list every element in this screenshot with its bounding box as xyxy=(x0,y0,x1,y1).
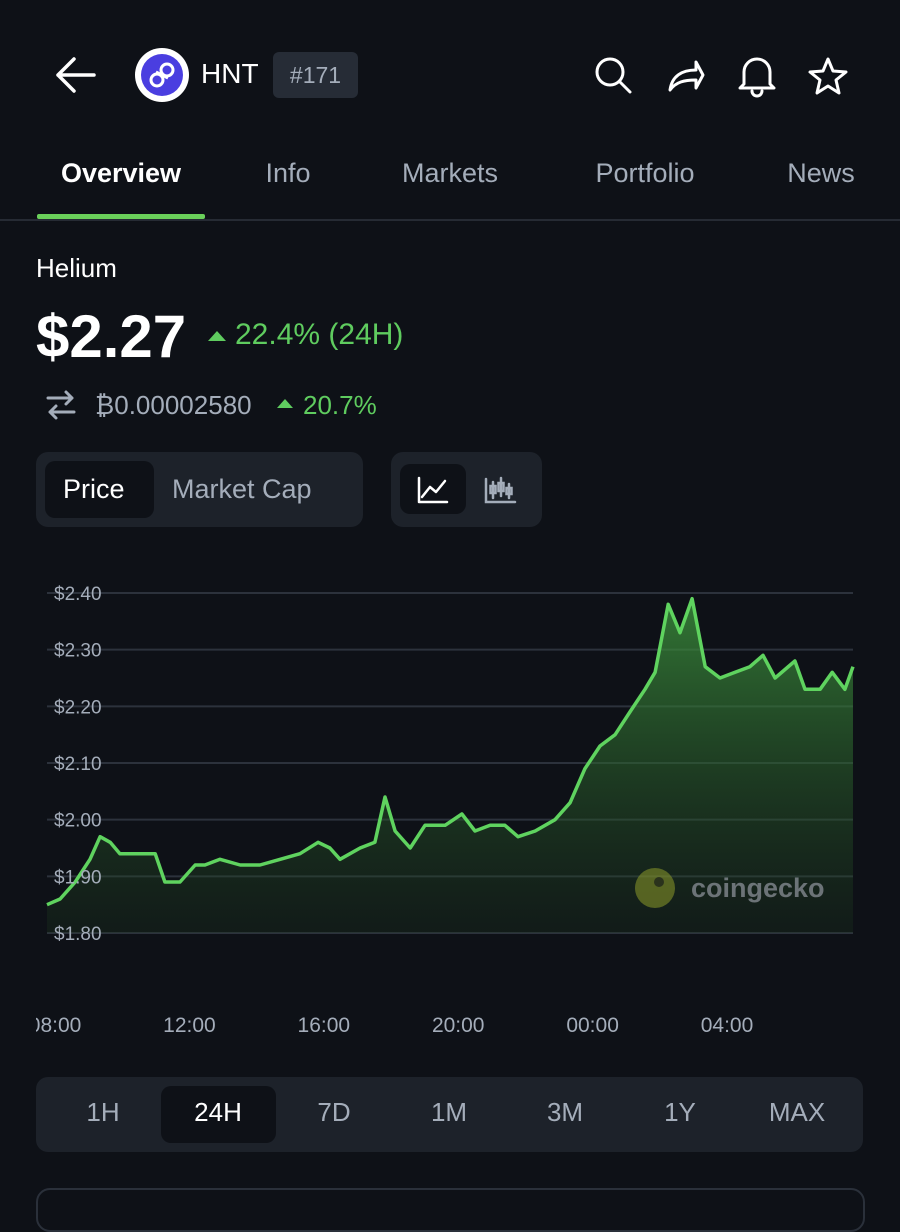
share-icon[interactable] xyxy=(668,60,705,92)
watermark-logo-eye xyxy=(654,877,664,887)
tab[interactable]: Markets xyxy=(401,158,499,188)
x-tick-label: 04:00 xyxy=(701,1014,754,1037)
time-range[interactable]: 1Y xyxy=(664,1097,696,1127)
btc-change: 20.7% xyxy=(303,390,377,420)
y-tick-label: $2.10 xyxy=(54,754,102,775)
up-arrow xyxy=(277,399,293,408)
swap-icon xyxy=(46,390,76,420)
x-tick-label: 00:00 xyxy=(566,1014,619,1037)
time-range[interactable]: 3M xyxy=(546,1097,584,1127)
rank-badge xyxy=(273,52,358,98)
tab[interactable]: News xyxy=(787,158,855,188)
page: HNT #171 Overview Info Markets Portfolio New… xyxy=(0,48,900,1232)
header-icons xyxy=(56,48,848,102)
watermark: coingecko xyxy=(691,873,825,903)
coin-name: Helium xyxy=(36,253,117,283)
x-tick-label: 12:00 xyxy=(163,1014,216,1037)
tab[interactable]: Overview xyxy=(60,158,182,188)
tab[interactable]: Portfolio xyxy=(595,158,695,188)
active-toggle xyxy=(45,461,154,518)
price-change: 22.4% (24H) xyxy=(235,318,404,351)
y-tick-label: $2.00 xyxy=(54,811,102,832)
btc-price: ₿0.00002580 xyxy=(95,390,252,420)
tab[interactable]: Info xyxy=(265,158,311,188)
x-tick-label: 20:00 xyxy=(432,1014,485,1037)
back-button[interactable] xyxy=(56,57,96,93)
y-tick-label: $1.90 xyxy=(54,867,102,888)
chart-style-icons xyxy=(417,476,517,504)
coin-price: $2.27 xyxy=(36,303,187,370)
divider xyxy=(0,219,900,221)
time-range[interactable]: 7D xyxy=(317,1097,351,1127)
y-tick-label: $1.80 xyxy=(54,924,102,945)
time-range[interactable]: 24H xyxy=(194,1097,242,1127)
alert-icon[interactable] xyxy=(738,57,776,98)
up-arrow xyxy=(208,331,226,341)
price-line xyxy=(46,596,855,907)
favorite-icon[interactable] xyxy=(808,57,848,95)
y-tick-label: $2.30 xyxy=(54,641,102,662)
toggle-option[interactable]: Market Cap xyxy=(172,474,312,504)
price-area xyxy=(47,598,853,933)
coin-symbol: HNT xyxy=(201,58,259,89)
bottom-card xyxy=(36,1188,865,1232)
x-tick-label: 08:00 xyxy=(36,1014,81,1037)
active-tab-indicator xyxy=(37,214,205,219)
price-chart: $2.40 $2.30 $2.20 $2.10 $2.00 $1.90 $1.80 08:00… xyxy=(36,584,855,1037)
coin-rank: #171 xyxy=(289,62,342,88)
y-tick-label: $2.40 xyxy=(54,584,102,605)
search-icon[interactable] xyxy=(595,57,632,94)
time-range[interactable]: 1H xyxy=(86,1097,120,1127)
candle-chart-icon[interactable] xyxy=(484,476,517,504)
toggle-option[interactable]: Price xyxy=(63,474,125,504)
watermark-logo xyxy=(635,868,675,908)
time-range[interactable]: MAX xyxy=(768,1097,826,1127)
active-range xyxy=(161,1086,276,1143)
line-chart-icon[interactable] xyxy=(417,476,449,504)
time-range[interactable]: 1M xyxy=(430,1097,468,1127)
x-tick-label: 16:00 xyxy=(298,1014,351,1037)
y-tick-label: $2.20 xyxy=(54,697,102,718)
